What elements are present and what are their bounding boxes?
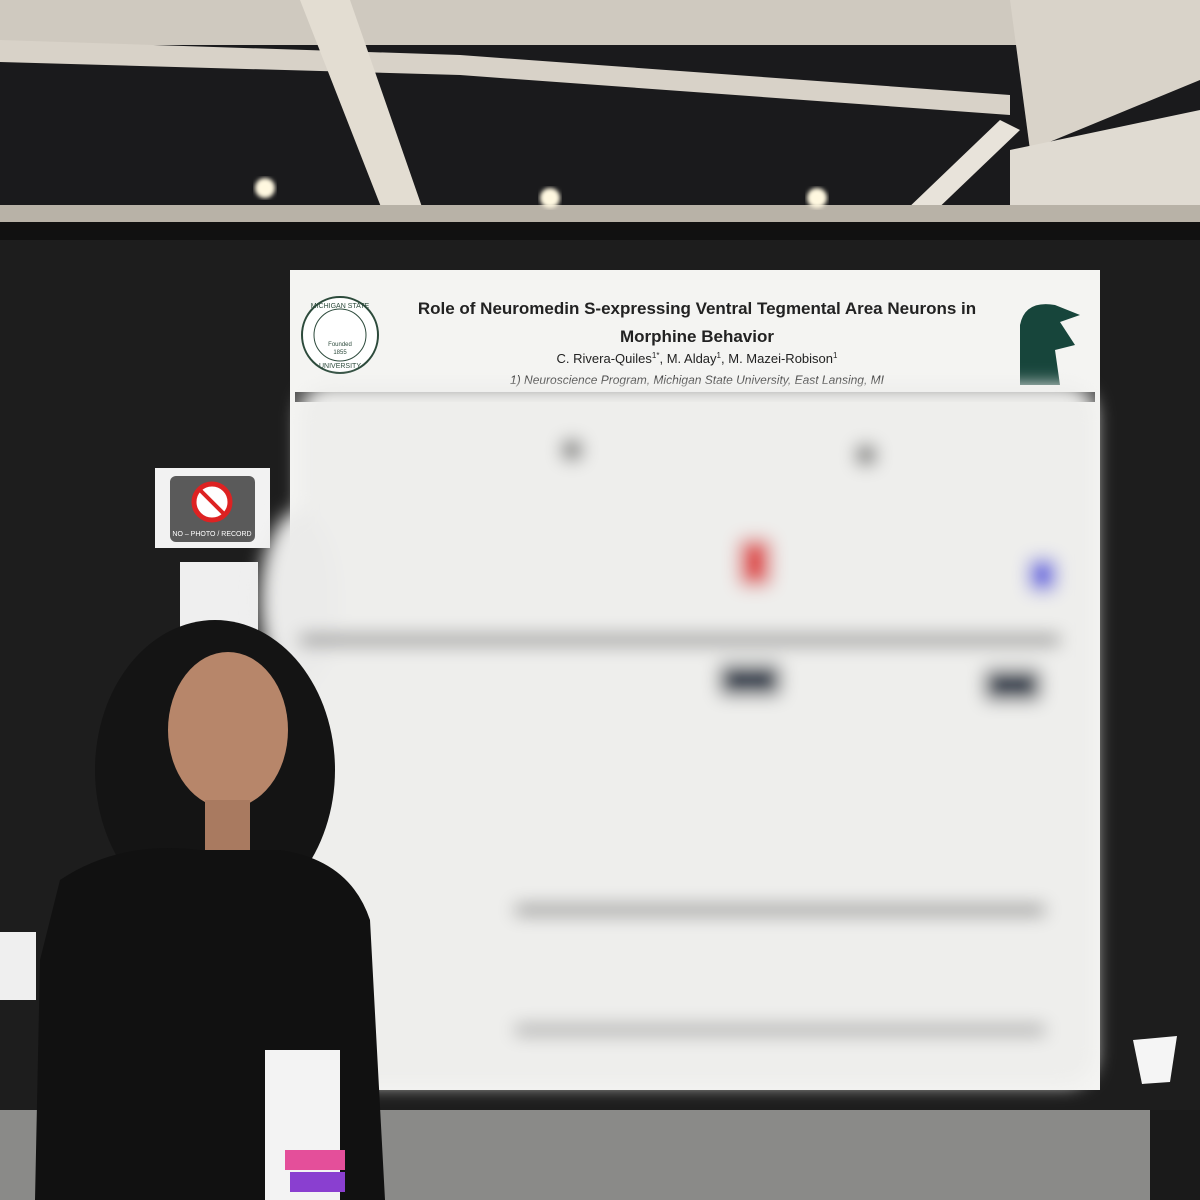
ceiling-light	[255, 178, 275, 198]
ceiling-beam	[300, 0, 430, 230]
author-affiliation: 1	[833, 351, 838, 360]
blurred-divider	[300, 635, 1060, 645]
person	[35, 620, 385, 1200]
blurred-figure	[740, 540, 770, 585]
seal-text: MICHIGAN STATE	[311, 303, 370, 310]
blurred-figure	[720, 665, 780, 695]
ceiling-panel	[1010, 0, 1200, 150]
blurred-region	[260, 385, 1095, 1085]
blurred-divider	[515, 905, 1045, 915]
author: C. Rivera-Quiles	[557, 351, 653, 366]
sign-icon	[198, 488, 226, 516]
poster-title: Morphine Behavior	[620, 327, 774, 346]
university-seal	[301, 296, 379, 374]
author-affiliation: 1	[717, 351, 722, 360]
paper	[0, 932, 36, 1000]
author-affiliation: 1*	[652, 351, 660, 360]
university-seal	[313, 308, 367, 362]
seal-text: Founded	[328, 342, 352, 348]
ceiling-edge	[0, 205, 1200, 225]
blur-mask	[300, 385, 1095, 1085]
blurred-divider	[515, 1025, 1045, 1035]
seal-text: UNIVERSITY	[319, 363, 361, 370]
board-leg	[1150, 1110, 1200, 1200]
badge-ribbon	[285, 1150, 345, 1170]
sign-text: NO – PHOTO / RECORD	[172, 531, 251, 538]
author: M. Mazei-Robison	[728, 351, 833, 366]
blurred-figure	[856, 445, 876, 465]
board-frame	[0, 222, 1200, 240]
separator: ,	[721, 351, 725, 366]
ceiling-beam	[0, 0, 1200, 45]
ceiling-light	[807, 188, 827, 208]
face	[168, 652, 288, 808]
blurred-figure	[985, 670, 1040, 700]
blurred-figure	[1030, 560, 1055, 590]
separator: ,	[659, 351, 663, 366]
blurred-figure	[562, 440, 582, 460]
author: M. Alday	[667, 351, 717, 366]
ceiling-beam	[0, 40, 1010, 115]
paper-cup	[1133, 1036, 1177, 1084]
poster-title: Role of Neuromedin S-expressing Ventral …	[418, 299, 976, 318]
seal-text: 1855	[333, 350, 347, 356]
poster-affiliation: 1) Neuroscience Program, Michigan State …	[510, 373, 885, 387]
badge-ribbon	[290, 1172, 345, 1192]
ceiling-light	[540, 188, 560, 208]
poster-authors: C. Rivera-Quiles1*, M. Alday1, M. Mazei-…	[557, 351, 839, 366]
spartan-logo	[1020, 304, 1080, 385]
